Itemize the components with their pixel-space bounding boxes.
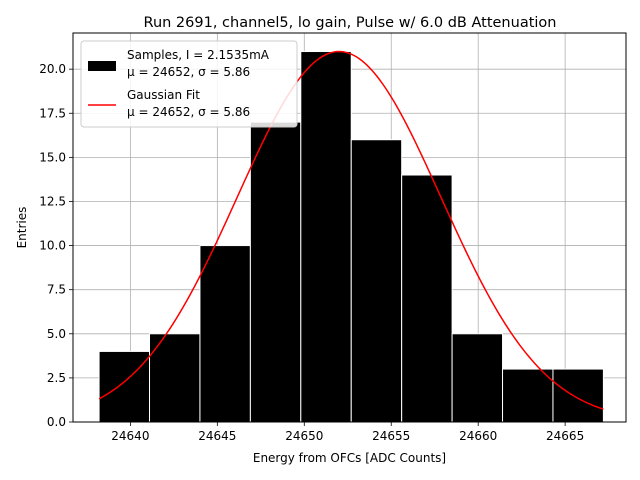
x-tick-label: 24655 (372, 429, 410, 443)
gaussian-fit-curve (98, 50, 604, 410)
legend-fit-label: Gaussian Fit (127, 88, 200, 102)
y-tick-label: 10.0 (39, 239, 66, 253)
histogram-bar (552, 368, 604, 423)
histogram-bar (451, 333, 504, 423)
legend-samples-swatch (88, 61, 116, 71)
y-tick-label: 2.5 (47, 371, 66, 385)
plot-frame (72, 32, 627, 423)
x-tick-label: 24640 (111, 429, 149, 443)
histogram-bar (199, 245, 251, 423)
y-tick-label: 0.0 (47, 415, 66, 429)
histogram-bar (300, 51, 352, 423)
histogram-bar (98, 350, 151, 423)
legend: Samples, I = 2.1535mA μ = 24652, σ = 5.8… (80, 40, 298, 128)
y-tick-label: 7.5 (47, 283, 66, 297)
x-tick-label: 24645 (198, 429, 236, 443)
x-tick-label: 24665 (546, 429, 584, 443)
x-tick-label: 24650 (285, 429, 323, 443)
y-tick-label: 17.5 (39, 106, 66, 120)
legend-box (80, 40, 298, 128)
legend-samples-stats: μ = 24652, σ = 5.86 (127, 65, 250, 79)
y-tick-label: 15.0 (39, 150, 66, 164)
chart-title: Run 2691, channel5, lo gain, Pulse w/ 6.… (144, 15, 557, 31)
y-tick-label: 12.5 (39, 194, 66, 208)
legend-samples-label: Samples, I = 2.1535mA (127, 48, 270, 62)
histogram-bar (249, 121, 302, 423)
x-axis-label: Energy from OFCs [ADC Counts] (253, 451, 446, 465)
legend-fit-stats: μ = 24652, σ = 5.86 (127, 105, 250, 119)
y-axis-ticks: 0.0 2.5 5.0 7.5 10.0 12.5 15.0 17.5 20.0 (39, 62, 73, 429)
y-axis-label: Entries (15, 207, 29, 249)
histogram-bar (401, 174, 453, 423)
y-tick-label: 5.0 (47, 327, 66, 341)
histogram-bars (98, 51, 604, 423)
x-tick-label: 24660 (459, 429, 497, 443)
histogram-bar (502, 368, 554, 423)
histogram-bar (350, 139, 403, 423)
y-tick-label: 20.0 (39, 62, 66, 76)
x-axis-ticks: 24640 24645 24650 24655 24660 24665 (111, 422, 584, 443)
